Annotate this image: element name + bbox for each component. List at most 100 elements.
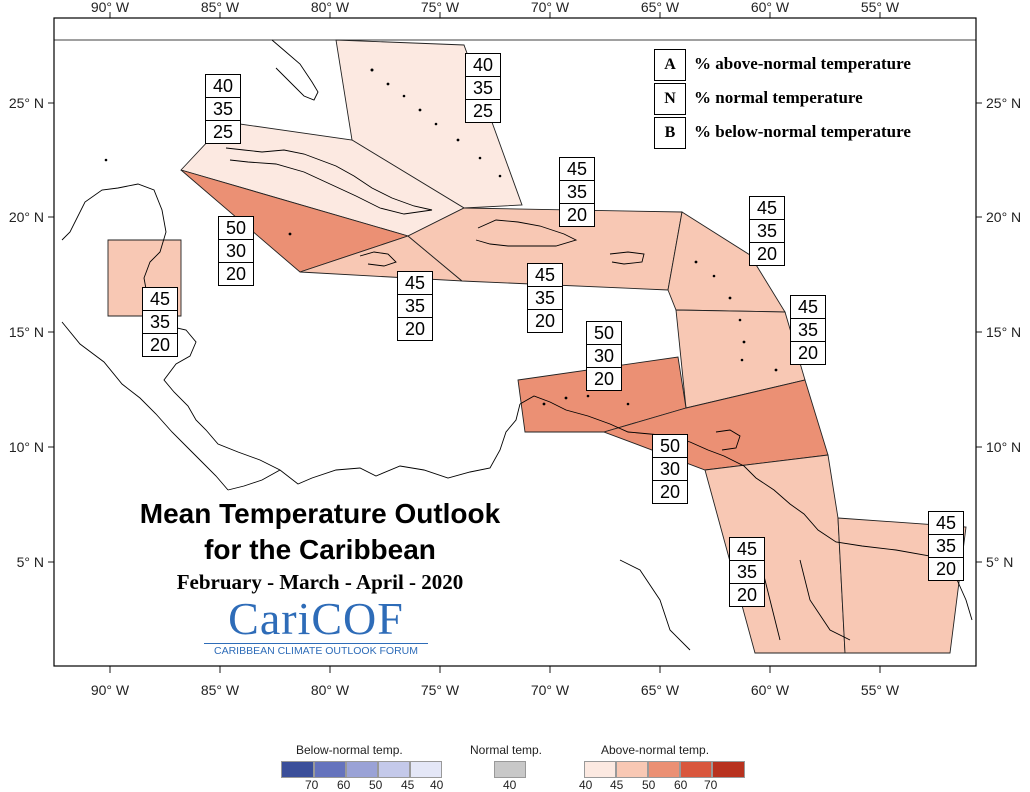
latitude-ticks <box>48 102 982 563</box>
prob-above: 45 <box>398 272 432 295</box>
legend-letter-below: B <box>654 117 686 149</box>
legend-text-normal: % normal temperature <box>694 88 863 107</box>
scale-title-normal: Normal temp. <box>470 743 543 757</box>
longitude-ticks-top <box>109 12 881 18</box>
outlook-regions <box>107 39 967 654</box>
scale-tick-normal: 40 <box>503 778 517 792</box>
lon-label-bottom: 55° W <box>861 682 900 698</box>
swatch-below-60 <box>314 761 346 778</box>
florida-coast <box>271 39 319 101</box>
swatch-below-70 <box>281 761 314 778</box>
prob-above: 40 <box>206 75 240 98</box>
lon-label-bottom: 75° W <box>421 682 460 698</box>
lon-label-top: 70° W <box>531 0 570 15</box>
prob-normal: 30 <box>653 458 687 481</box>
lat-label-left: 25° N <box>9 95 44 111</box>
prob-box-belize: 45 35 20 <box>142 287 178 357</box>
lon-label-top: 75° W <box>421 0 460 15</box>
latitude-labels-left: 25° N 20° N 15° N 10° N 5° N <box>9 95 44 570</box>
prob-normal: 35 <box>528 287 562 310</box>
prob-normal: 35 <box>791 319 825 342</box>
prob-normal: 35 <box>730 561 764 584</box>
prob-normal: 35 <box>398 295 432 318</box>
lat-label-left: 10° N <box>9 439 44 455</box>
legend-letter-normal: N <box>654 83 686 115</box>
prob-below: 25 <box>472 101 494 121</box>
lon-label-bottom: 70° W <box>531 682 570 698</box>
prob-above: 45 <box>929 512 963 535</box>
lat-label-left: 5° N <box>17 554 44 570</box>
lon-label-top: 85° W <box>201 0 240 15</box>
lat-label-right: 25° N <box>986 95 1021 111</box>
swatch-normal-40 <box>494 761 526 778</box>
lon-label-bottom: 80° W <box>311 682 350 698</box>
scale-title-below: Below-normal temp. <box>296 743 403 757</box>
pacific-coast <box>61 321 229 491</box>
lon-label-top: 90° W <box>91 0 130 15</box>
scale-tick-below: 50 <box>369 778 383 792</box>
prob-below: 20 <box>534 311 556 331</box>
lon-label-bottom: 90° W <box>91 682 130 698</box>
scale-tick-above: 40 <box>579 778 593 792</box>
longitude-labels-top: 90° W 85° W 80° W 75° W 70° W 65° W 60° … <box>91 0 900 15</box>
prob-below: 25 <box>212 122 234 142</box>
panama-coast <box>227 469 281 491</box>
legend-text-above: % above-normal temperature <box>694 54 911 73</box>
swatch-below-40 <box>410 761 442 778</box>
prob-above: 45 <box>143 288 177 311</box>
prob-normal: 35 <box>466 77 500 100</box>
prob-normal: 35 <box>929 535 963 558</box>
prob-above: 50 <box>587 322 621 345</box>
scale-tick-below: 45 <box>401 778 415 792</box>
scale-tick-above: 60 <box>674 778 688 792</box>
lat-label-right: 15° N <box>986 324 1021 340</box>
swatch-above-70 <box>712 761 745 778</box>
prob-normal: 30 <box>587 345 621 368</box>
logo-subtitle: CARIBBEAN CLIMATE OUTLOOK FORUM <box>214 645 418 657</box>
prob-below: 20 <box>225 264 247 284</box>
lat-label-right: 5° N <box>986 554 1013 570</box>
lon-label-top: 65° W <box>641 0 680 15</box>
latitude-labels-right: 25° N 20° N 15° N 10° N 5° N <box>986 95 1021 570</box>
prob-below: 20 <box>566 205 588 225</box>
coastlines <box>61 39 973 651</box>
legend-letter-above: A <box>654 49 686 81</box>
swatch-above-60 <box>680 761 712 778</box>
scale-tick-above: 45 <box>610 778 624 792</box>
map-period: February - March - April - 2020 <box>176 570 464 594</box>
prob-below: 20 <box>149 335 171 355</box>
prob-box-windward-islands: 45 35 20 <box>790 295 826 365</box>
prob-box-bahamas: 40 35 25 <box>465 53 501 123</box>
prob-box-hispaniola-east: 45 35 20 <box>559 157 595 227</box>
lon-label-top: 80° W <box>311 0 350 15</box>
prob-box-abc-islands: 50 30 20 <box>586 321 622 391</box>
prob-box-northern-lesser-antilles: 45 35 20 <box>749 196 785 266</box>
prob-box-suriname-guiana: 45 35 20 <box>928 511 964 581</box>
prob-above: 45 <box>528 264 562 287</box>
colombia-venezuela-coast <box>519 395 973 621</box>
prob-box-guyana: 45 35 20 <box>729 537 765 607</box>
small-islands <box>104 68 778 406</box>
prob-normal: 30 <box>219 240 253 263</box>
hispaniola-coast <box>475 219 578 247</box>
logo-rule <box>204 643 428 644</box>
lat-label-right: 20° N <box>986 209 1021 225</box>
caricof-logo: CariCOF CARIBBEAN CLIMATE OUTLOOK FORUM <box>200 592 432 658</box>
prob-normal: 35 <box>206 98 240 121</box>
prob-box-jamaica: 45 35 20 <box>397 271 433 341</box>
prob-below: 20 <box>736 585 758 605</box>
lat-label-left: 15° N <box>9 324 44 340</box>
prob-above: 45 <box>791 296 825 319</box>
longitude-labels-bottom: 90° W 85° W 80° W 75° W 70° W 65° W 60° … <box>91 682 900 698</box>
probability-legend-key: A % above-normal temperature N % normal … <box>654 49 984 149</box>
lat-label-left: 20° N <box>9 209 44 225</box>
map-title: Mean Temperature Outlook <box>139 498 501 529</box>
scale-tick-above: 50 <box>642 778 656 792</box>
lon-label-top: 55° W <box>861 0 900 15</box>
prob-below: 20 <box>756 244 778 264</box>
prob-box-trinidad-tobago: 50 30 20 <box>652 434 688 504</box>
lon-label-top: 60° W <box>751 0 790 15</box>
map-title-line2: for the Caribbean <box>204 534 436 565</box>
lon-label-bottom: 85° W <box>201 682 240 698</box>
puerto-rico-coast <box>609 251 645 265</box>
